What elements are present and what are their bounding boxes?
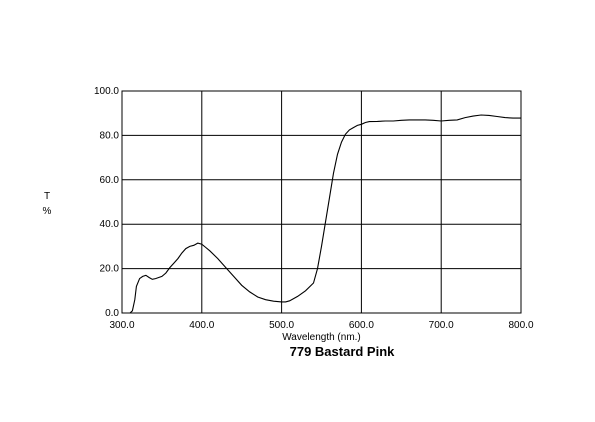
y-axis-label-bottom: % — [43, 206, 52, 217]
grid — [122, 91, 521, 313]
y-tick-label: 80.0 — [100, 130, 120, 141]
y-tick-label: 100.0 — [94, 86, 119, 97]
x-tick-labels: 300.0 400.0 500.0 600.0 700.0 800.0 — [109, 320, 533, 331]
x-tick-label: 700.0 — [429, 320, 454, 331]
chart-title: 779 Bastard Pink — [290, 344, 396, 359]
x-tick-label: 500.0 — [269, 320, 294, 331]
x-axis-label: Wavelength (nm.) — [282, 332, 361, 343]
plot-frame — [121, 90, 522, 314]
series-line — [122, 114, 521, 314]
x-tick-label: 800.0 — [508, 320, 533, 331]
y-tick-label: 20.0 — [100, 264, 120, 275]
y-axis-label-top: T — [44, 191, 50, 202]
x-tick-label: 300.0 — [109, 320, 134, 331]
y-tick-label: 40.0 — [100, 219, 120, 230]
y-tick-labels: 0.0 20.0 40.0 60.0 80.0 100.0 — [94, 86, 119, 319]
y-tick-label: 0.0 — [105, 308, 119, 319]
x-tick-label: 400.0 — [189, 320, 214, 331]
x-tick-label: 600.0 — [349, 320, 374, 331]
y-tick-label: 60.0 — [100, 175, 120, 186]
